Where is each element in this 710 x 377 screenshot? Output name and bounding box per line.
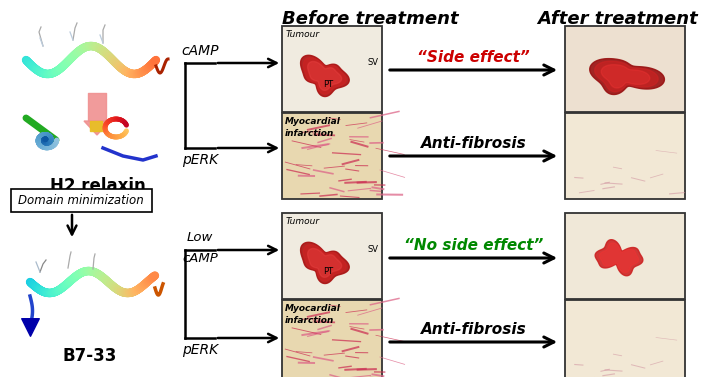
Text: infarction: infarction — [285, 129, 334, 138]
Text: SV: SV — [367, 245, 378, 254]
Bar — [565, 26, 685, 112]
Polygon shape — [303, 58, 346, 94]
FancyBboxPatch shape — [11, 188, 151, 211]
Text: pERK: pERK — [182, 343, 218, 357]
Text: Tumour: Tumour — [286, 217, 320, 226]
Polygon shape — [303, 245, 346, 281]
Bar — [282, 300, 382, 377]
Text: Anti-fibrosis: Anti-fibrosis — [420, 136, 526, 151]
Text: Myocardial: Myocardial — [285, 304, 341, 313]
Text: cAMP: cAMP — [181, 44, 219, 58]
Text: Domain minimization: Domain minimization — [18, 193, 144, 207]
Text: “Side effect”: “Side effect” — [417, 50, 530, 65]
Text: Low: Low — [187, 231, 213, 244]
Polygon shape — [595, 61, 658, 92]
Text: cAMP: cAMP — [182, 252, 218, 265]
Text: PT: PT — [323, 267, 333, 276]
Bar — [282, 113, 382, 199]
Polygon shape — [300, 55, 349, 97]
Polygon shape — [307, 248, 342, 277]
Polygon shape — [590, 59, 665, 95]
Bar — [565, 300, 685, 377]
Polygon shape — [307, 61, 342, 90]
Text: SV: SV — [367, 58, 378, 67]
Text: pERK: pERK — [182, 153, 218, 167]
Bar — [565, 213, 685, 299]
Bar — [282, 26, 382, 112]
Text: H2 relaxin: H2 relaxin — [50, 177, 146, 195]
Text: Anti-fibrosis: Anti-fibrosis — [420, 322, 526, 337]
Polygon shape — [300, 242, 349, 284]
Text: B7-33: B7-33 — [62, 347, 117, 365]
Polygon shape — [84, 121, 110, 135]
Text: “No side effect”: “No side effect” — [404, 238, 543, 253]
Polygon shape — [601, 65, 650, 88]
Text: After treatment: After treatment — [537, 10, 699, 28]
Text: PT: PT — [323, 80, 333, 89]
Text: Before treatment: Before treatment — [282, 10, 459, 28]
Point — [24, 324, 36, 330]
Bar — [282, 213, 382, 299]
Text: Tumour: Tumour — [286, 30, 320, 39]
Text: infarction: infarction — [285, 316, 334, 325]
Polygon shape — [599, 243, 638, 273]
Text: Myocardial: Myocardial — [285, 117, 341, 126]
Bar — [565, 113, 685, 199]
Polygon shape — [595, 240, 643, 276]
